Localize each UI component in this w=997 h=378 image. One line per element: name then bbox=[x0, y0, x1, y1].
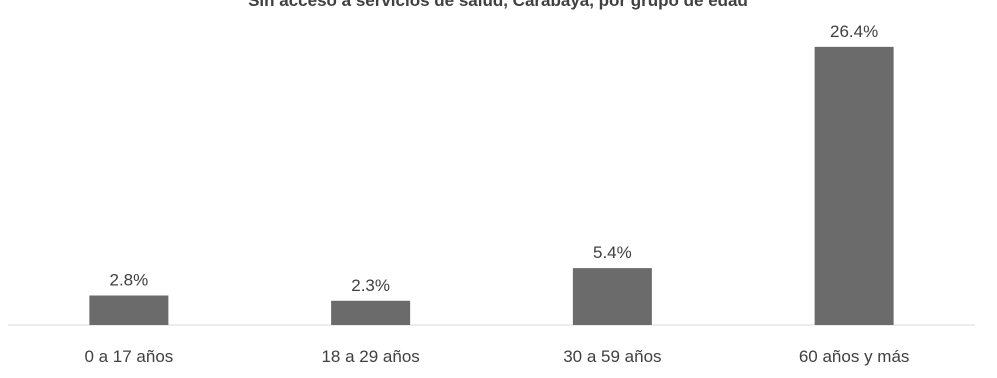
data-label-2: 2.3% bbox=[351, 276, 390, 295]
bar-4 bbox=[814, 46, 894, 325]
x-tick-label-3: 30 a 59 años bbox=[563, 347, 661, 366]
bar-1 bbox=[89, 295, 169, 325]
chart-title: Sin acceso a servicios de salud, Carabay… bbox=[248, 0, 748, 10]
data-label-4: 26.4% bbox=[830, 22, 878, 41]
data-labels-group: 2.8% 2.3% 5.4% 26.4% bbox=[110, 22, 879, 295]
bar-3 bbox=[572, 268, 652, 325]
x-tick-label-1: 0 a 17 años bbox=[84, 347, 173, 366]
bar-2 bbox=[331, 300, 411, 325]
x-tick-label-2: 18 a 29 años bbox=[321, 347, 419, 366]
bars-group bbox=[89, 46, 894, 325]
x-tick-label-4: 60 años y más bbox=[799, 347, 910, 366]
data-label-3: 5.4% bbox=[593, 243, 632, 262]
data-label-1: 2.8% bbox=[110, 271, 149, 290]
x-tick-labels-group: 0 a 17 años 18 a 29 años 30 a 59 años 60 añ… bbox=[84, 347, 909, 366]
